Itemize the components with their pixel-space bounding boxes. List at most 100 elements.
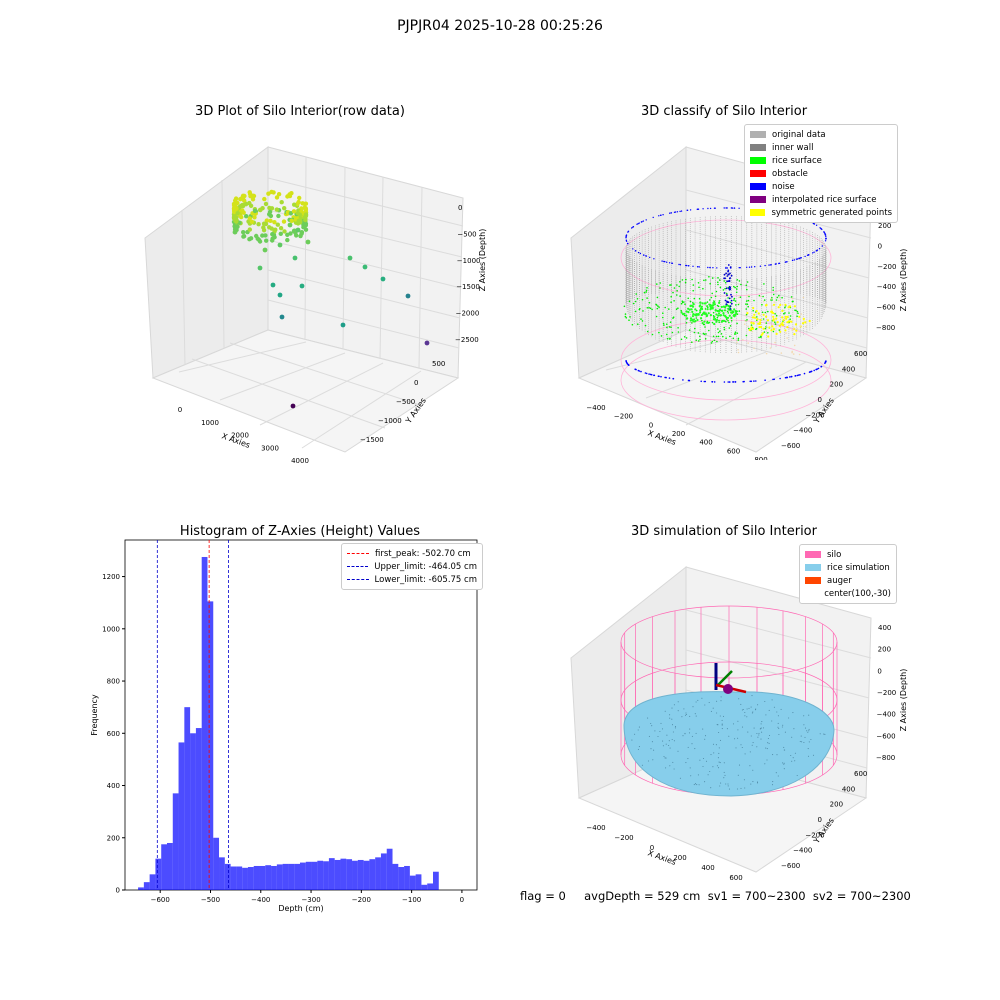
rice-surface-point <box>709 314 712 317</box>
symmetric-point <box>779 303 782 307</box>
histogram-bar <box>427 883 433 890</box>
rice-surface-point <box>789 318 791 320</box>
noise-point <box>726 275 729 277</box>
rice-dot <box>702 757 705 760</box>
legend-label: rice surface <box>772 155 822 166</box>
rice-surface-point <box>659 282 662 284</box>
interpolated-point <box>799 325 802 327</box>
rice-surface-point <box>681 313 685 316</box>
raw-point <box>264 218 269 223</box>
rice-surface-point <box>756 316 758 318</box>
noise-point <box>726 300 728 303</box>
rice-dot <box>748 707 750 709</box>
rice-surface-point <box>708 329 710 332</box>
interpolated-point <box>746 295 748 297</box>
histogram-bar <box>369 859 376 890</box>
histogram-bar <box>161 844 167 890</box>
x-ticks: −600 −500 −400 −300 −200 −100 0 <box>151 890 464 904</box>
rice-surface-point <box>717 314 720 317</box>
noise-point <box>637 251 640 254</box>
rice-dot <box>722 715 725 717</box>
rice-dot <box>673 740 675 742</box>
x-tick-label: 400 <box>699 439 712 447</box>
interpolated-point <box>738 302 741 304</box>
rice-surface-point <box>658 331 660 334</box>
rice-surface-point <box>722 312 725 315</box>
noise-point <box>726 267 728 269</box>
legend-entry: auger <box>805 574 891 587</box>
noise-point <box>749 380 751 383</box>
rice-dot <box>665 767 667 769</box>
histogram-bar <box>323 861 329 890</box>
rice-dot <box>671 718 673 720</box>
y-tick-label: 0 <box>818 816 822 824</box>
noise-point <box>730 274 733 277</box>
rice-surface-point <box>673 300 675 302</box>
rice-dot <box>772 754 774 756</box>
rice-surface-point <box>725 337 727 339</box>
rice-surface-point <box>711 292 713 295</box>
histogram-bar <box>311 861 318 890</box>
noise-point <box>727 264 730 266</box>
x-tick-label: 200 <box>673 854 686 862</box>
raw-point <box>285 237 290 243</box>
noise-point <box>817 367 820 370</box>
noise-point <box>796 374 799 377</box>
rice-dot <box>720 696 722 698</box>
rice-surface-point <box>643 291 646 294</box>
rice-dot <box>752 781 754 783</box>
rice-dot <box>793 728 795 730</box>
rice-surface-point <box>711 277 714 279</box>
raw-point <box>298 233 303 239</box>
rice-dot <box>679 777 681 779</box>
y-tick-label: −1000 <box>378 417 402 425</box>
symmetric-point <box>767 335 770 338</box>
raw-point <box>266 191 271 196</box>
raw-outlier-point <box>270 282 276 288</box>
noise-point <box>812 252 814 254</box>
rice-dot <box>668 744 670 747</box>
symmetric-point <box>762 327 765 330</box>
rice-surface-point <box>706 305 709 308</box>
noise-point <box>697 208 700 210</box>
x-tick-label: 800 <box>754 456 767 460</box>
rice-surface-point <box>694 327 696 330</box>
raw-point <box>268 218 273 223</box>
noise-point <box>650 373 653 376</box>
rice-dot <box>807 755 810 757</box>
rice-surface-point <box>771 297 773 299</box>
histogram-bar <box>184 707 191 890</box>
rice-surface-point <box>796 315 798 318</box>
rice-surface-point <box>656 307 659 310</box>
interpolated-point <box>791 351 793 354</box>
rice-dot <box>647 717 649 719</box>
rice-surface-point <box>704 308 707 310</box>
rice-dot <box>761 721 763 723</box>
rice-dot <box>665 757 667 759</box>
raw-point <box>252 208 258 214</box>
z-tick-label: −2000 <box>456 310 480 318</box>
symmetric-point <box>786 326 789 329</box>
rice-surface-point <box>679 295 681 297</box>
noise-point <box>816 249 818 252</box>
rice-dot <box>823 733 825 735</box>
rice-surface-point <box>686 317 689 320</box>
rice-surface-point <box>695 339 698 341</box>
interpolated-point <box>747 342 749 344</box>
symmetric-point <box>790 320 793 323</box>
z-tick-label: −400 <box>877 283 896 291</box>
legend-label: noise <box>772 181 795 192</box>
rice-surface-point <box>628 300 631 303</box>
rice-surface-point <box>710 307 713 310</box>
interpolated-point <box>791 297 793 300</box>
y-ticks: 0 200 400 600 800 1000 1200 <box>102 573 125 895</box>
symmetric-point <box>770 310 773 313</box>
interpolated-point <box>765 352 768 355</box>
rice-surface-point <box>717 281 719 283</box>
symmetric-point <box>772 315 775 318</box>
symmetric-point <box>798 315 801 318</box>
rice-dot <box>781 726 783 728</box>
rice-dot <box>804 736 806 738</box>
raw-point <box>251 193 257 199</box>
legend-entry: noise <box>750 180 892 193</box>
